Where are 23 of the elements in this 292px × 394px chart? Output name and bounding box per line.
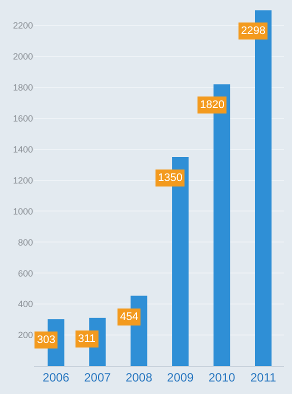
x-tick-label: 2007 xyxy=(84,370,112,384)
y-tick-label: 800 xyxy=(18,237,33,248)
x-tick-label: 2008 xyxy=(126,370,153,384)
y-tick-label: 2000 xyxy=(12,52,33,62)
y-tick-label: 1200 xyxy=(12,175,33,186)
x-tick-label: 2009 xyxy=(167,370,194,384)
y-tick-label: 1400 xyxy=(12,144,33,154)
data-label: 303 xyxy=(37,334,56,346)
y-tick-label: 1000 xyxy=(12,206,33,216)
y-tick-label: 2200 xyxy=(12,20,33,31)
x-tick-label: 2011 xyxy=(250,370,276,384)
y-tick-label: 400 xyxy=(18,299,33,310)
y-tick-label: 1600 xyxy=(12,114,33,124)
data-label: 1820 xyxy=(200,99,224,111)
y-tick-label: 1800 xyxy=(12,82,33,93)
x-tick-label: 2010 xyxy=(208,370,236,384)
data-label: 2298 xyxy=(241,25,266,37)
y-tick-label: 600 xyxy=(18,268,33,278)
data-label: 311 xyxy=(78,333,96,345)
y-tick-label: 200 xyxy=(18,330,33,340)
data-label: 454 xyxy=(120,311,138,323)
x-tick-label: 2006 xyxy=(42,370,70,384)
data-label: 1350 xyxy=(158,172,182,184)
